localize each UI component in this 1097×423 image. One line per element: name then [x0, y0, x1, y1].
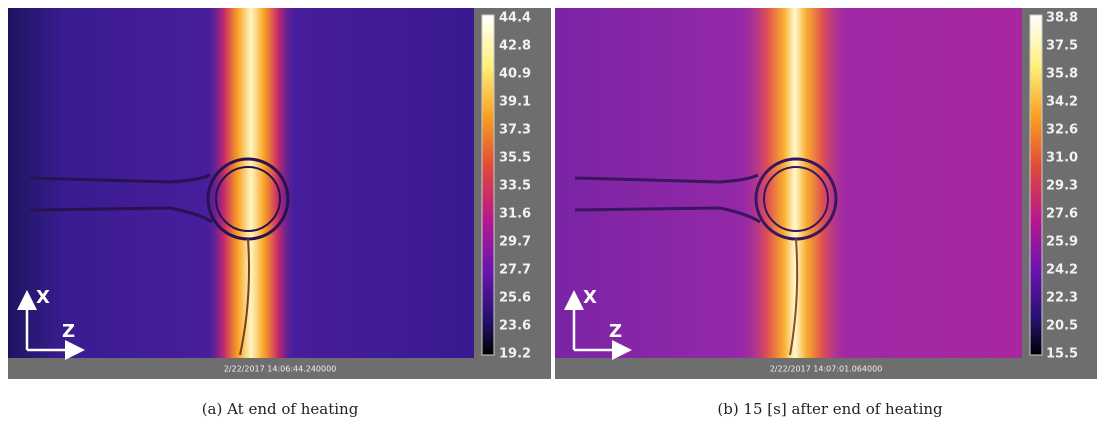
timestamp: 2/22/2017 14:06:44.240000: [224, 365, 337, 374]
colorbar-label: 25.6: [499, 291, 531, 306]
colorbar-label: 20.5: [1046, 319, 1078, 334]
colorbar-label: 37.3: [499, 123, 531, 138]
caption: (a) At end of heating: [202, 400, 359, 418]
colorbar-label: 31.0: [1046, 151, 1078, 166]
axis-arrows: [17, 290, 85, 360]
panel-b: X Z 2/22/2017 14:07:01.064000 (b) 15 [s]…: [555, 8, 1097, 418]
colorbar-label: 34.2: [1046, 95, 1078, 110]
colorbar: [481, 14, 495, 356]
axis-z-label: Z: [62, 321, 75, 342]
colorbar-label: 15.5: [1046, 347, 1078, 362]
timestamp: 2/22/2017 14:07:01.064000: [770, 365, 883, 374]
axis-x-label: X: [583, 287, 597, 308]
colorbar-label: 33.5: [499, 179, 531, 194]
colorbar-label: 31.6: [499, 207, 531, 222]
colorbar: [1029, 14, 1043, 356]
colorbar-label: 42.8: [499, 39, 531, 54]
colorbar-label: 29.3: [1046, 179, 1078, 194]
colorbar-label: 22.3: [1046, 291, 1078, 306]
colorbar-label: 38.8: [1046, 11, 1078, 26]
colorbar-label: 27.6: [1046, 207, 1078, 222]
sample-outline: [574, 157, 838, 356]
colorbar-label: 29.7: [499, 235, 531, 250]
panel-a: X Z 2/22/2017 14:06:44.240000 (a) At end…: [8, 8, 551, 418]
caption: (b) 15 [s] after end of heating: [717, 400, 943, 418]
colorbar-label: 23.6: [499, 319, 531, 334]
colorbar-label: 37.5: [1046, 39, 1078, 54]
colorbar-label: 35.5: [499, 151, 531, 166]
colorbar-label: 19.2: [499, 347, 531, 362]
colorbar-label: 32.6: [1046, 123, 1078, 138]
colorbar-label: 40.9: [499, 67, 531, 82]
colorbar-label: 25.9: [1046, 235, 1078, 250]
colorbar-label: 27.7: [499, 263, 531, 278]
colorbar-label: 39.1: [499, 95, 531, 110]
axis-arrows: [564, 290, 632, 360]
colorbar-label: 35.8: [1046, 67, 1078, 82]
colorbar-label: 24.2: [1046, 263, 1078, 278]
sample-outline: [29, 157, 290, 356]
axis-x-label: X: [36, 287, 50, 308]
axis-z-label: Z: [609, 321, 622, 342]
colorbar-label: 44.4: [499, 11, 531, 26]
